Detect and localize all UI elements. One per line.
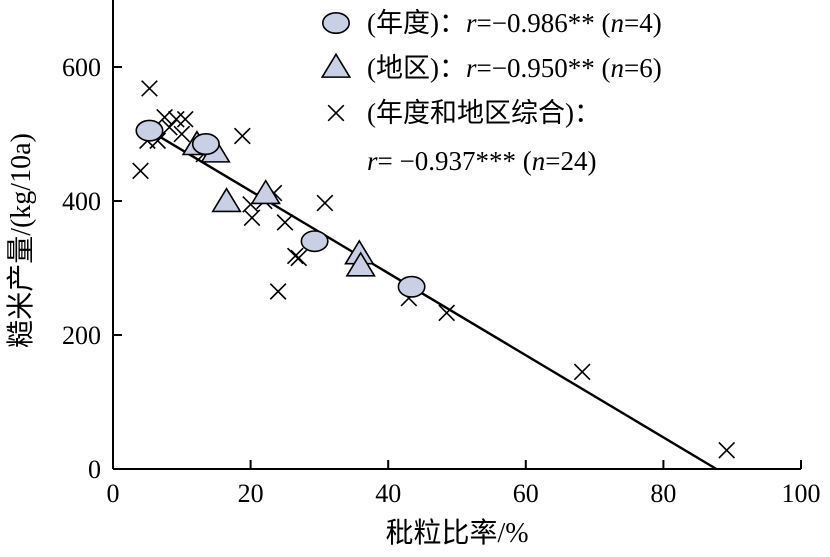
cross-point — [573, 363, 591, 381]
circle-point — [397, 275, 426, 298]
legend-label: (地区)：r=−0.950** (n=6) — [367, 53, 662, 83]
x-marker-stroke — [233, 127, 251, 145]
cross-point — [167, 110, 185, 128]
x-marker-stroke — [269, 283, 287, 300]
x-marker-stroke — [173, 125, 191, 143]
x-marker-stroke — [176, 110, 194, 128]
legend-label: (年度和地区综合)： — [367, 98, 601, 128]
y-tick-label: 600 — [62, 53, 101, 82]
tick-group: 0 20 40 60 80 100 0 200 400 600 — [62, 53, 821, 508]
cross-point — [438, 304, 456, 322]
x-marker-stroke — [141, 80, 158, 97]
cross-point — [276, 214, 294, 231]
x-tick-label: 60 — [513, 479, 539, 508]
legend-marker-circle — [321, 12, 350, 34]
y-axis-title: 糙米产量/(kg/10a) — [5, 133, 37, 348]
x-marker-stroke — [290, 249, 308, 267]
x-tick-label: 80 — [650, 479, 676, 508]
x-marker-stroke — [327, 104, 345, 122]
x-marker-stroke — [149, 132, 167, 150]
cross-point — [718, 441, 736, 459]
legend-label-line2: r= −0.937*** (n=24) — [367, 146, 596, 176]
x-marker-stroke — [132, 162, 149, 180]
triangle-point — [345, 251, 376, 277]
cross-point — [176, 110, 194, 128]
triangle-point — [250, 179, 281, 205]
cross-point — [269, 283, 287, 300]
cross-point — [161, 118, 178, 136]
x-marker-stroke — [316, 194, 334, 212]
x-marker-stroke — [286, 247, 304, 265]
x-tick-label: 100 — [782, 479, 821, 508]
x-tick-label: 0 — [107, 479, 120, 508]
legend-label: (年度)：r=−0.986** (n=4) — [367, 8, 662, 38]
y-tick-label: 400 — [62, 187, 101, 216]
cross-point — [286, 247, 304, 265]
y-tick-label: 0 — [88, 455, 101, 484]
legend-marker-x — [327, 104, 345, 122]
x-tick-label: 20 — [238, 479, 264, 508]
cross-point — [316, 194, 334, 212]
data-marks — [132, 80, 736, 471]
legend: (年度)：r=−0.986** (n=4) (地区)：r=−0.950** (n=… — [320, 8, 662, 176]
cross-point — [290, 249, 308, 267]
triangle-point — [211, 187, 242, 213]
cross-point — [173, 125, 191, 143]
cross-point — [243, 209, 261, 227]
circle-point — [135, 119, 164, 142]
y-tick-label: 200 — [62, 321, 101, 350]
x-marker-stroke — [573, 363, 591, 381]
x-marker-stroke — [718, 441, 736, 459]
x-marker-stroke — [161, 118, 178, 136]
cross-point — [141, 80, 158, 97]
legend-marker-triangle — [320, 52, 352, 78]
cross-point — [233, 127, 251, 145]
x-marker-stroke — [167, 110, 185, 128]
x-axis-title: 秕粒比率/% — [385, 517, 528, 549]
circle-point — [300, 230, 329, 253]
x-tick-label: 40 — [375, 479, 401, 508]
regression-line — [143, 126, 717, 471]
cross-point — [132, 162, 149, 180]
x-marker-stroke — [276, 214, 294, 231]
x-marker-stroke — [243, 209, 261, 227]
axes — [112, 0, 801, 470]
x-marker-stroke — [438, 304, 456, 322]
circle-point — [191, 133, 220, 156]
